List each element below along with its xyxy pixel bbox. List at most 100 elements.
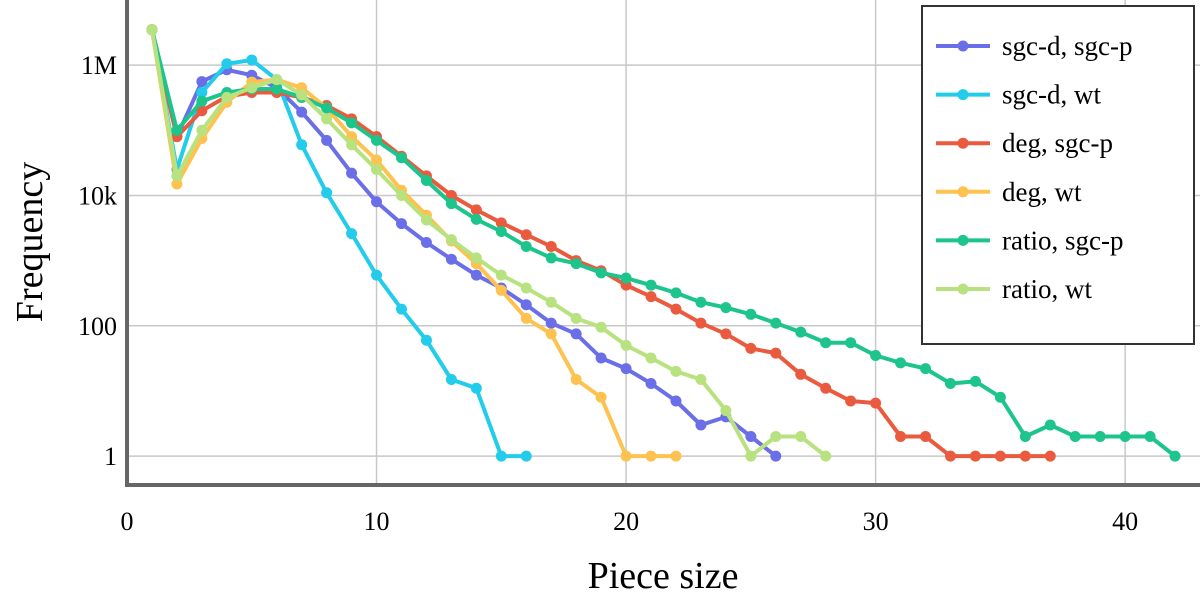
legend-label: sgc-d, wt bbox=[1002, 80, 1101, 110]
data-point bbox=[171, 170, 183, 182]
legend-swatch-marker bbox=[957, 234, 969, 246]
series-5 bbox=[146, 24, 832, 462]
data-point bbox=[845, 337, 857, 349]
data-point bbox=[770, 317, 782, 329]
data-point bbox=[321, 134, 333, 146]
data-point bbox=[171, 178, 183, 190]
data-point bbox=[470, 382, 482, 394]
legend-swatch-marker bbox=[957, 89, 969, 101]
data-point bbox=[620, 272, 632, 284]
data-point bbox=[645, 450, 657, 462]
data-point bbox=[545, 240, 557, 252]
data-point bbox=[620, 339, 632, 351]
data-point bbox=[420, 214, 432, 226]
y-tick-label: 1M bbox=[81, 51, 117, 80]
data-point bbox=[969, 450, 981, 462]
data-point bbox=[445, 253, 457, 265]
data-point bbox=[870, 397, 882, 409]
legend-label: deg, sgc-p bbox=[1002, 128, 1113, 158]
tick-labels: 0 10 20 30 40 1 100 10k 1M bbox=[78, 51, 1138, 536]
data-point bbox=[445, 373, 457, 385]
data-point bbox=[570, 373, 582, 385]
data-point bbox=[570, 312, 582, 324]
data-point bbox=[745, 342, 757, 354]
legend-entry: ratio, sgc-p bbox=[936, 225, 1123, 255]
data-point bbox=[670, 395, 682, 407]
data-point bbox=[1019, 450, 1031, 462]
series-1 bbox=[146, 24, 532, 462]
data-point bbox=[820, 382, 832, 394]
data-point bbox=[820, 450, 832, 462]
data-point bbox=[470, 213, 482, 225]
data-point bbox=[495, 284, 507, 296]
data-point bbox=[346, 228, 358, 240]
data-point bbox=[720, 302, 732, 314]
legend-swatch-marker bbox=[957, 186, 969, 198]
data-point bbox=[595, 321, 607, 333]
legend-entry: deg, wt bbox=[936, 177, 1082, 207]
data-point bbox=[221, 58, 233, 70]
data-point bbox=[1144, 430, 1156, 442]
data-point bbox=[445, 198, 457, 210]
data-point bbox=[795, 368, 807, 380]
data-point bbox=[870, 349, 882, 361]
data-point bbox=[146, 24, 158, 36]
data-point bbox=[895, 357, 907, 369]
data-point bbox=[1119, 430, 1131, 442]
legend-label: ratio, wt bbox=[1002, 274, 1092, 304]
data-point bbox=[495, 450, 507, 462]
data-point bbox=[321, 102, 333, 114]
data-point bbox=[695, 296, 707, 308]
data-point bbox=[545, 296, 557, 308]
data-point bbox=[420, 236, 432, 248]
legend-entry: deg, sgc-p bbox=[936, 128, 1113, 158]
data-point bbox=[595, 267, 607, 279]
series-line bbox=[150, 29, 527, 459]
data-point bbox=[346, 117, 358, 129]
legend-label: ratio, sgc-p bbox=[1002, 225, 1123, 255]
data-point bbox=[545, 328, 557, 340]
data-point bbox=[670, 365, 682, 377]
axes bbox=[125, 0, 1200, 487]
data-point bbox=[994, 450, 1006, 462]
legend-entry: sgc-d, wt bbox=[936, 80, 1101, 110]
data-point bbox=[1169, 450, 1181, 462]
data-point bbox=[271, 83, 283, 95]
data-point bbox=[470, 269, 482, 281]
data-point bbox=[670, 303, 682, 315]
data-point bbox=[520, 450, 532, 462]
data-point bbox=[296, 139, 308, 151]
legend-label: sgc-d, sgc-p bbox=[1002, 31, 1132, 61]
data-point bbox=[221, 91, 233, 103]
data-point bbox=[445, 234, 457, 246]
data-point bbox=[1044, 450, 1056, 462]
data-point bbox=[770, 430, 782, 442]
data-point bbox=[1069, 430, 1081, 442]
data-point bbox=[495, 225, 507, 237]
data-point bbox=[770, 347, 782, 359]
data-point bbox=[595, 352, 607, 364]
x-tick-label: 20 bbox=[613, 507, 639, 536]
data-point bbox=[196, 124, 208, 136]
data-point bbox=[395, 218, 407, 230]
x-tick-label: 0 bbox=[121, 507, 134, 536]
data-point bbox=[246, 54, 258, 66]
legend-entry: ratio, wt bbox=[936, 274, 1092, 304]
y-axis-title: Frequency bbox=[9, 162, 51, 322]
data-point bbox=[570, 258, 582, 270]
data-point bbox=[545, 317, 557, 329]
data-point bbox=[745, 308, 757, 320]
data-point bbox=[795, 430, 807, 442]
x-tick-label: 40 bbox=[1112, 507, 1138, 536]
data-point bbox=[695, 373, 707, 385]
data-point bbox=[695, 419, 707, 431]
data-point bbox=[196, 105, 208, 117]
y-tick-label: 10k bbox=[78, 181, 117, 210]
data-point bbox=[196, 76, 208, 88]
data-point bbox=[920, 363, 932, 375]
data-point bbox=[171, 124, 183, 136]
data-point bbox=[670, 287, 682, 299]
data-point bbox=[845, 395, 857, 407]
data-point bbox=[595, 391, 607, 403]
data-point bbox=[395, 303, 407, 315]
